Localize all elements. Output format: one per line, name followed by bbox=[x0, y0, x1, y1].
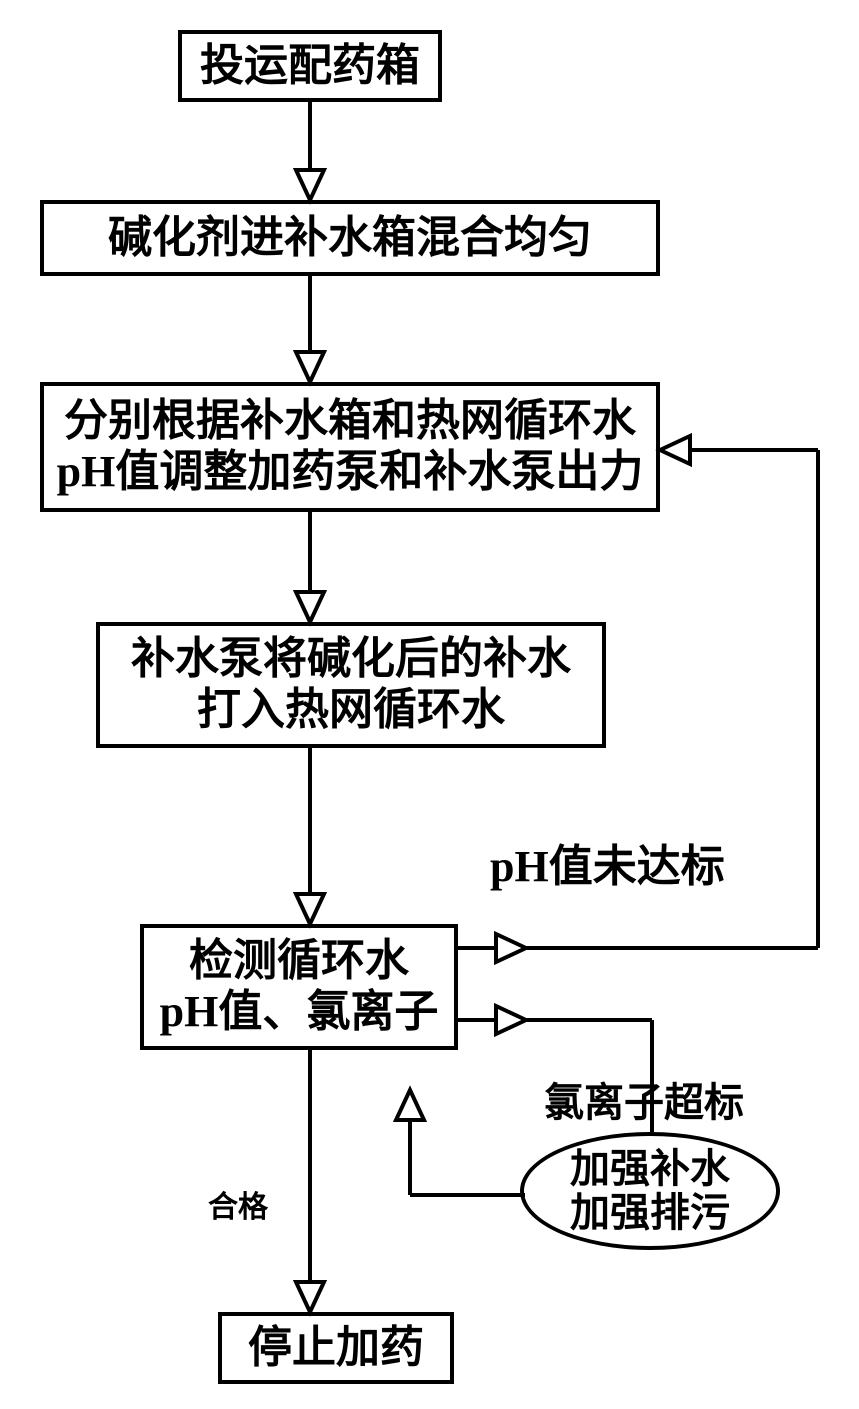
node-detect-ph-cl: 检测循环水 pH值、氯离子 bbox=[140, 924, 458, 1050]
node-label: 加强补水 加强排污 bbox=[570, 1147, 730, 1235]
label-cl-exceed: 氯离子超标 bbox=[544, 1070, 744, 1128]
node-enhance-flush: 加强补水 加强排污 bbox=[520, 1132, 780, 1250]
label-ph-not-ok: pH值未达标 bbox=[490, 830, 725, 894]
node-label: 停止加药 bbox=[248, 1323, 424, 1374]
flowchart-canvas: 投运配药箱 碱化剂进补水箱混合均匀 分别根据补水箱和热网循环水 pH值调整加药泵… bbox=[0, 0, 859, 1409]
node-label: 投运配药箱 bbox=[200, 41, 420, 92]
node-stop-dosing: 停止加药 bbox=[218, 1312, 454, 1384]
node-dispense-box: 投运配药箱 bbox=[178, 30, 442, 102]
label-qualified: 合格 bbox=[208, 1182, 268, 1226]
node-alkalizer-mix: 碱化剂进补水箱混合均匀 bbox=[40, 200, 660, 276]
node-makeup-pump: 补水泵将碱化后的补水 打入热网循环水 bbox=[96, 622, 606, 748]
node-label: 补水泵将碱化后的补水 打入热网循环水 bbox=[131, 634, 571, 735]
node-label: 检测循环水 pH值、氯离子 bbox=[160, 936, 439, 1037]
node-label: 分别根据补水箱和热网循环水 pH值调整加药泵和补水泵出力 bbox=[57, 396, 644, 497]
node-label: 碱化剂进补水箱混合均匀 bbox=[108, 213, 592, 264]
node-adjust-pumps: 分别根据补水箱和热网循环水 pH值调整加药泵和补水泵出力 bbox=[40, 382, 660, 512]
